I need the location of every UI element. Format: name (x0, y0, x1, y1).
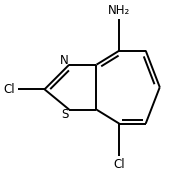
Text: N: N (60, 54, 68, 67)
Text: Cl: Cl (4, 83, 15, 96)
Text: NH₂: NH₂ (108, 4, 130, 17)
Text: S: S (61, 108, 68, 121)
Text: Cl: Cl (113, 158, 125, 171)
